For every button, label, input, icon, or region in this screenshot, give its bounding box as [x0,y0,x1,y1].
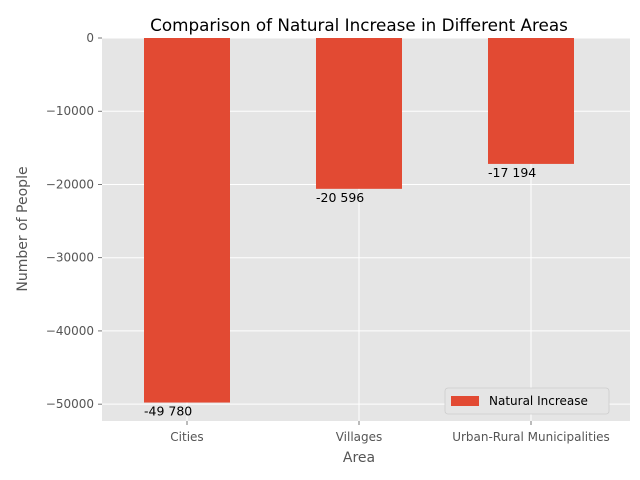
bars [144,38,574,403]
x-axis-label: Area [343,450,375,466]
y-tick-label: −20000 [46,177,94,191]
bar-cities [144,38,230,403]
y-axis-ticks: 0 −10000 −20000 −30000 −40000 −50000 [46,31,102,411]
y-tick-label: −50000 [46,397,94,411]
data-label: -20 596 [316,190,364,205]
bar-villages [316,38,402,189]
y-tick-label: −10000 [46,104,94,118]
bar-urban-rural-municipalities [488,38,574,164]
data-labels: -49 780 -20 596 -17 194 [144,165,536,419]
x-tick-label: Cities [170,430,203,444]
legend-swatch [451,396,479,406]
y-tick-label: −30000 [46,251,94,265]
x-axis-ticks: Cities Villages Urban-Rural Municipalities [170,421,610,444]
y-tick-label: 0 [86,31,94,45]
data-label: -17 194 [488,165,536,180]
legend-box [444,387,610,415]
x-tick-label: Villages [336,430,383,444]
legend-label: Natural Increase [489,394,588,408]
y-tick-label: −40000 [46,324,94,338]
chart-title: Comparison of Natural Increase in Differ… [150,15,568,35]
y-axis-label: Number of People [15,166,31,291]
x-tick-label: Urban-Rural Municipalities [452,430,610,444]
legend: Natural Increase [444,387,610,415]
data-label: -49 780 [144,404,192,419]
